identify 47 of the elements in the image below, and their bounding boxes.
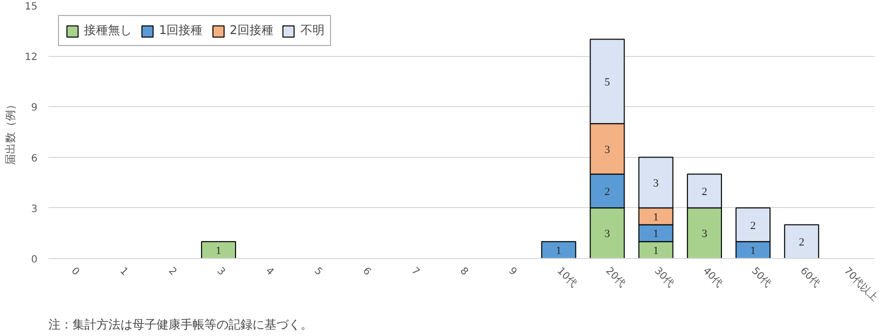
x-tick-label: 20代 (603, 266, 628, 290)
data-label: 5 (604, 76, 611, 88)
data-label: 1 (653, 228, 659, 240)
data-label: 1 (216, 245, 222, 258)
legend-label: 2回接種 (230, 22, 274, 39)
x-tick-label: 2 (166, 266, 178, 278)
y-axis-title: 届出数（例） (4, 99, 17, 165)
data-label: 2 (798, 236, 804, 249)
x-tick-label: 9 (506, 266, 518, 278)
x-tick-label: 4 (263, 266, 276, 278)
x-tick-label: 70代以上 (842, 264, 879, 304)
data-label: 1 (653, 245, 659, 258)
data-label: 2 (750, 220, 756, 232)
x-tick-label: 6 (360, 266, 373, 278)
bar (541, 241, 576, 258)
data-label: 3 (653, 178, 660, 190)
data-label: 3 (702, 228, 708, 240)
data-label: 1 (653, 211, 659, 224)
x-tick-label: 50代 (749, 266, 773, 290)
data-label: 1 (556, 245, 562, 258)
y-tick-label: 0 (31, 254, 38, 266)
data-label: 1 (750, 245, 756, 258)
x-tick-label: 7 (409, 266, 422, 278)
x-tick-label: 30代 (652, 266, 676, 290)
y-tick-label: 6 (31, 153, 38, 164)
y-tick-label: 12 (24, 52, 38, 64)
y-tick-label: 3 (31, 204, 38, 215)
legend-label: 接種無し (84, 22, 132, 39)
text: 注：集計方法は母子健康手帳等の記録に基づく。 (48, 318, 312, 332)
x-tick-label: 40代 (700, 266, 724, 290)
bar (201, 241, 236, 258)
data-label: 3 (604, 144, 611, 156)
legend-label: 不明 (300, 22, 324, 39)
x-tick-label: 8 (458, 266, 470, 278)
data-label: 2 (604, 186, 610, 198)
bar (784, 224, 820, 258)
y-tick-label: 15 (24, 2, 38, 12)
x-tick-label: 5 (312, 266, 324, 278)
legend-label: 1回接種 (159, 22, 203, 39)
y-tick-label: 9 (31, 102, 38, 114)
data-label: 3 (604, 228, 611, 240)
x-tick-label: 60代 (798, 266, 822, 290)
x-tick-label: 0 (68, 266, 82, 278)
data-label: 2 (702, 186, 708, 198)
x-tick-label: 1 (117, 266, 130, 278)
x-tick-label: 10代 (554, 266, 579, 290)
x-tick-label: 3 (214, 266, 227, 278)
